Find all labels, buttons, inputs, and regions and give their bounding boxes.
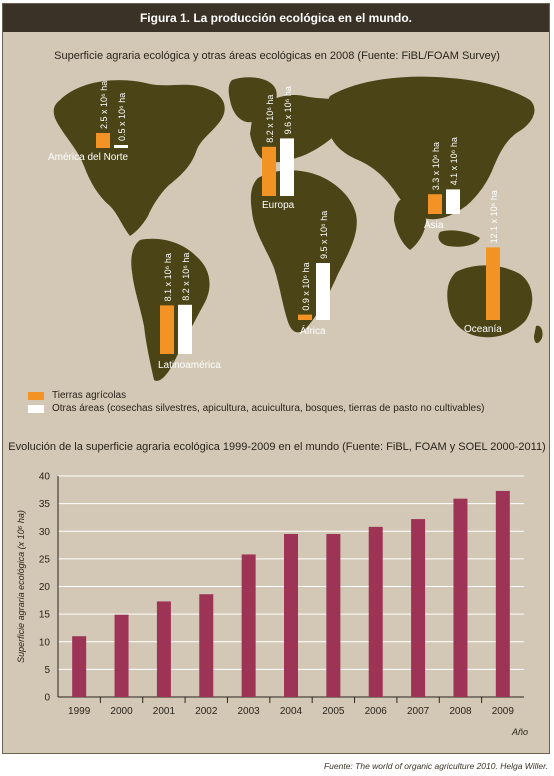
x-tick-label: 2002 [195, 706, 218, 717]
bar-2006 [368, 526, 383, 697]
legend-item-otras: Otras áreas (cosechas silvestres, apicul… [28, 403, 484, 414]
region-1-otras-bar [280, 138, 294, 196]
y-axis-label: Superficie agraria ecológica (x 10⁶ ha) [16, 510, 26, 663]
legend-label-tierras: Tierras agrícolas [52, 390, 127, 401]
x-axis-label: Año [511, 727, 528, 737]
region-0-tierras-bar [96, 133, 110, 148]
figure-title: Figura 1. La producción ecológica en el … [3, 4, 549, 32]
region-2-tierras-label: 3.3 x 10⁶ ha [431, 142, 441, 190]
x-tick-label: 2005 [322, 706, 345, 717]
region-0-otras-label: 0.5 x 10⁶ ha [117, 93, 127, 141]
region-1-tierras-bar [262, 146, 276, 196]
region-0-otras-bar [114, 145, 128, 148]
region-0-name: América del Norte [48, 152, 128, 163]
y-tick-label: 15 [39, 610, 51, 621]
bar-1999 [72, 636, 87, 697]
x-tick-label: 2000 [110, 706, 133, 717]
world-map: 2.5 x 10⁶ ha 0.5 x 10⁶ ha América del Nort… [48, 76, 543, 381]
region-4-otras-bar [316, 263, 330, 320]
y-tick-label: 40 [39, 472, 51, 483]
chart-title: Evolución de la superficie agraria ecoló… [8, 441, 546, 453]
region-3-otras-label: 8.2 x 10⁶ ha [181, 253, 191, 301]
y-tick-label: 35 [39, 499, 51, 510]
legend-item-tierras: Tierras agrícolas [28, 390, 126, 401]
y-tick-label: 20 [39, 582, 51, 593]
x-tick-label: 1999 [68, 706, 91, 717]
x-tick-label: 2008 [449, 706, 472, 717]
region-4-tierras-bar [298, 314, 312, 320]
bar-2008 [453, 498, 468, 697]
map-bar-layer: 2.5 x 10⁶ ha 0.5 x 10⁶ ha América del Nort… [48, 81, 502, 371]
region-3-tierras-label: 8.1 x 10⁶ ha [163, 253, 173, 301]
bar-2005 [326, 534, 341, 697]
region-4-otras-label: 9.5 x 10⁶ ha [319, 211, 329, 259]
region-3-tierras-bar [160, 305, 174, 354]
x-tick-label: 2007 [407, 706, 430, 717]
x-tick-label: 2006 [365, 706, 388, 717]
source-note: Fuente: The world of organic agriculture… [323, 761, 548, 771]
region-2-otras-bar [446, 189, 460, 214]
region-3-name: Latinoamérica [158, 360, 221, 371]
region-0-tierras-label: 2.5 x 10⁶ ha [99, 81, 109, 129]
region-5-tierras-label: 12.1 x 10⁶ ha [489, 190, 499, 243]
x-tick-label: 2001 [153, 706, 176, 717]
legend-swatch-tierras [28, 391, 44, 400]
y-tick-label: 25 [39, 554, 51, 565]
legend-label-otras: Otras áreas (cosechas silvestres, apicul… [52, 403, 485, 414]
region-4-name: África [300, 324, 326, 337]
region-2-name: Asia [424, 220, 444, 231]
bar-2003 [241, 554, 256, 697]
region-4-tierras-label: 0.9 x 10⁶ ha [301, 262, 311, 310]
x-tick-label: 2009 [492, 706, 515, 717]
region-3-otras-bar [178, 304, 192, 354]
y-tick-label: 5 [44, 665, 50, 676]
map-title: Superficie agraria ecológica y otras áre… [54, 50, 500, 62]
y-tick-label: 10 [39, 637, 51, 648]
region-2-otras-label: 4.1 x 10⁶ ha [449, 137, 459, 185]
region-5-name: Oceanía [464, 324, 502, 335]
region-5-tierras-bar [486, 247, 500, 320]
region-1-name: Europa [262, 200, 295, 211]
x-tick-label: 2003 [238, 706, 261, 717]
region-2-tierras-bar [428, 194, 442, 214]
bar-2009 [495, 490, 510, 697]
bar-2007 [411, 519, 426, 697]
legend-swatch-otras [28, 404, 44, 413]
bar-2004 [284, 534, 298, 697]
region-1-otras-label: 9.6 x 10⁶ ha [283, 86, 293, 134]
y-tick-label: 0 [44, 693, 50, 704]
region-1-tierras-label: 8.2 x 10⁶ ha [265, 95, 275, 143]
bar-2001 [156, 601, 171, 697]
x-tick-label: 2004 [280, 706, 303, 717]
y-tick-label: 30 [39, 527, 51, 538]
bar-2000 [114, 614, 129, 697]
bar-2002 [199, 594, 214, 697]
